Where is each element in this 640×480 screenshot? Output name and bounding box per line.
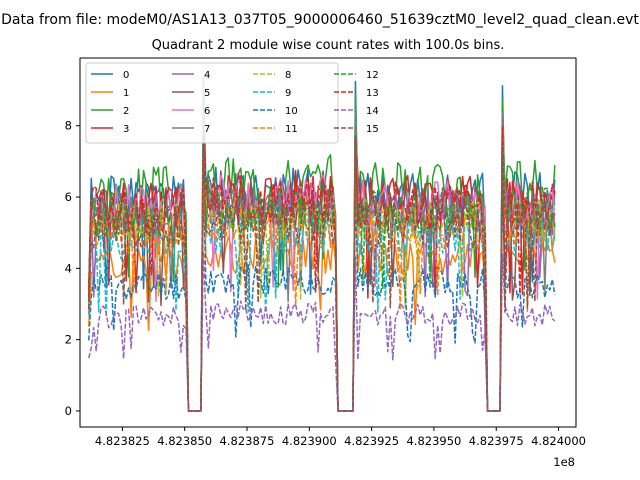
x-tick-label: 4.823875 — [220, 434, 275, 448]
plot-frame — [79, 57, 577, 428]
legend-label: 3 — [123, 124, 129, 135]
legend-label: 8 — [285, 70, 291, 81]
series-line-8 — [87, 143, 556, 412]
legend-label: 13 — [366, 88, 379, 99]
series-line-11 — [87, 150, 556, 412]
legend-label: 14 — [366, 106, 379, 117]
legend-label: 6 — [204, 106, 210, 117]
series-line-13 — [87, 125, 556, 412]
legend-label: 7 — [204, 124, 210, 135]
series-line-14 — [87, 251, 556, 412]
series-line-10 — [87, 183, 556, 412]
x-axis: 4.823825 4.823850 4.823875 4.823900 4.823925… — [95, 427, 586, 448]
y-tick-label: 0 — [65, 404, 72, 418]
legend-label: 2 — [123, 106, 129, 117]
legend-label: 5 — [204, 88, 210, 99]
x-offset-label: 1e8 — [553, 455, 575, 469]
x-tick-label: 4.823850 — [157, 434, 212, 448]
y-tick-label: 4 — [65, 261, 72, 275]
x-tick-label: 4.824000 — [531, 434, 586, 448]
legend-label: 15 — [366, 124, 379, 135]
legend-label: 12 — [366, 70, 379, 81]
y-tick-label: 2 — [65, 333, 72, 347]
legend-label: 1 — [123, 88, 129, 99]
legend-label: 10 — [285, 106, 298, 117]
x-tick-label: 4.823900 — [282, 434, 337, 448]
y-axis: 0 2 4 6 8 — [65, 119, 80, 418]
series-line-15 — [87, 143, 556, 412]
series-line-9 — [87, 153, 556, 412]
series-line-12 — [87, 125, 556, 412]
x-tick-label: 4.823950 — [406, 434, 461, 448]
figure-suptitle: Data from file: modeM0/AS1A13_037T05_900… — [1, 12, 639, 28]
legend-label: 4 — [204, 70, 210, 81]
legend-label: 11 — [285, 124, 298, 135]
legend-label: 0 — [123, 70, 129, 81]
x-tick-label: 4.823825 — [95, 434, 150, 448]
chart-title: Quadrant 2 module wise count rates with … — [152, 38, 505, 53]
y-tick-label: 6 — [65, 190, 72, 204]
y-tick-label: 8 — [65, 119, 72, 133]
series-layer — [87, 76, 556, 412]
x-tick-label: 4.823925 — [344, 434, 399, 448]
x-tick-label: 4.823975 — [469, 434, 524, 448]
legend-frame — [85, 62, 339, 144]
legend-label: 9 — [285, 88, 291, 99]
series-line-7 — [87, 111, 556, 412]
